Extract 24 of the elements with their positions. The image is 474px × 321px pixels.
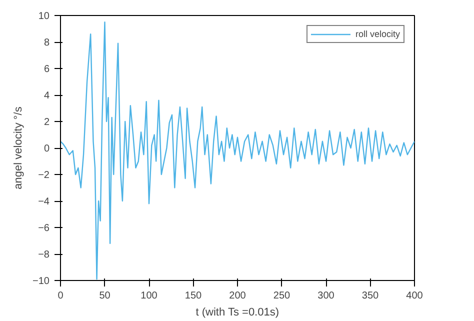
x-tick-label: 300 [318,290,335,302]
x-tick-label: 150 [184,290,202,302]
y-tick-label: −6 [38,223,50,234]
y-tick-label: −4 [38,196,50,208]
y-axis-title: angel velocity °/s [12,106,25,190]
legend-label: roll velocity [355,29,400,39]
y-tick-label: −8 [38,250,50,260]
x-tick-label: 400 [406,290,424,302]
x-tick-label: 350 [362,290,380,302]
y-tick-label: 0 [44,144,50,154]
x-tick-label: 100 [140,290,158,302]
x-axis-title: t (with Ts =0.01s) [196,306,280,318]
y-tick-label: −10 [32,276,50,287]
y-tick-label: 4 [44,90,50,102]
x-tick-label: 250 [273,290,291,302]
x-tick-label: 50 [99,290,111,302]
y-tick-label: 8 [44,38,50,48]
y-tick-label: 6 [44,64,50,75]
y-tick-label: 2 [44,117,50,128]
line-series [60,22,414,280]
y-tick-label: −2 [38,170,50,181]
x-tick-label: 0 [58,290,64,302]
y-tick-label: 10 [38,11,50,22]
x-tick-label: 200 [229,290,246,302]
